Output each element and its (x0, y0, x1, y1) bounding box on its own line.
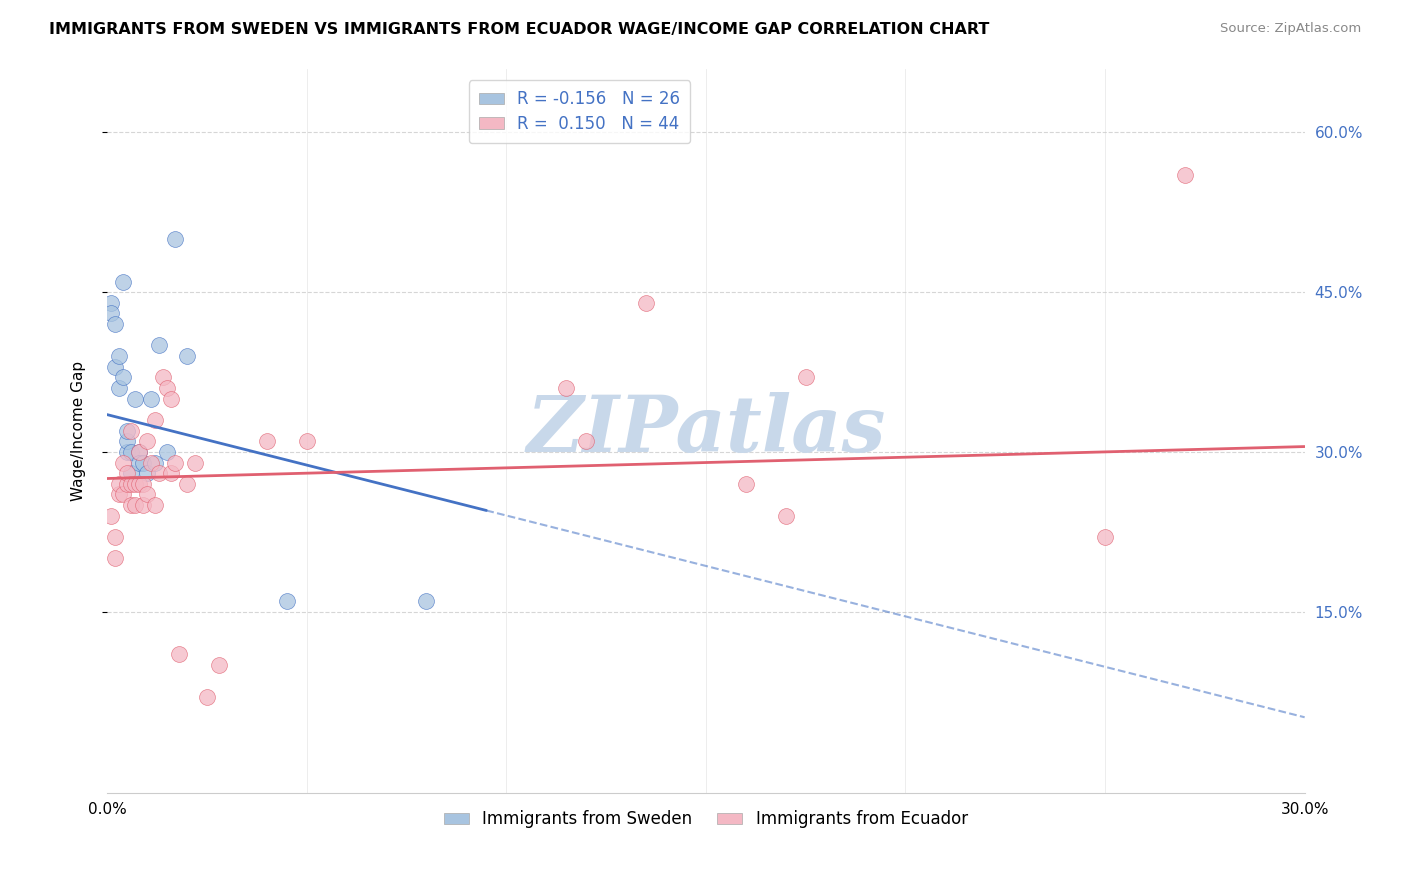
Point (108, 476, 131, 491)
Point (115, 424, 138, 438)
Point (139, 456, 162, 470)
Point (128, 445, 150, 459)
Point (256, 434, 278, 449)
Point (132, 456, 155, 470)
Point (176, 476, 198, 491)
Point (100, 295, 122, 310)
Point (124, 498, 146, 512)
Point (208, 657, 231, 672)
Point (143, 413, 166, 427)
Point (167, 647, 190, 661)
Point (115, 466, 138, 480)
Point (115, 476, 138, 491)
Point (120, 424, 142, 438)
Point (1174, 168, 1197, 182)
Point (128, 456, 150, 470)
Point (108, 381, 131, 395)
Point (104, 551, 127, 566)
Point (148, 466, 170, 480)
Point (176, 349, 198, 363)
Point (160, 392, 183, 406)
Point (120, 498, 142, 512)
Point (276, 594, 298, 608)
Point (124, 392, 146, 406)
Point (132, 476, 155, 491)
Y-axis label: Wage/Income Gap: Wage/Income Gap (72, 360, 86, 500)
Point (108, 349, 131, 363)
Point (128, 476, 150, 491)
Point (112, 275, 135, 289)
Point (136, 466, 159, 480)
Point (128, 445, 150, 459)
Point (120, 476, 142, 491)
Point (575, 434, 598, 449)
Point (775, 508, 797, 523)
Point (163, 456, 186, 470)
Text: ZIPatlas: ZIPatlas (526, 392, 886, 469)
Point (100, 306, 122, 320)
Point (108, 487, 131, 501)
Point (634, 295, 657, 310)
Point (112, 487, 135, 501)
Point (143, 456, 166, 470)
Point (295, 434, 318, 449)
Point (156, 381, 179, 395)
Point (148, 338, 170, 352)
Point (112, 370, 135, 384)
Point (156, 445, 179, 459)
Point (104, 359, 127, 374)
Point (143, 498, 166, 512)
Text: IMMIGRANTS FROM SWEDEN VS IMMIGRANTS FROM ECUADOR WAGE/INCOME GAP CORRELATION CH: IMMIGRANTS FROM SWEDEN VS IMMIGRANTS FRO… (49, 22, 990, 37)
Point (184, 456, 207, 470)
Point (115, 445, 138, 459)
Point (160, 466, 183, 480)
Point (734, 476, 756, 491)
Point (112, 456, 135, 470)
Point (139, 392, 162, 406)
Point (104, 317, 127, 331)
Point (415, 594, 437, 608)
Point (794, 370, 817, 384)
Point (152, 370, 174, 384)
Point (104, 530, 127, 544)
Point (555, 381, 578, 395)
Point (120, 445, 142, 459)
Point (132, 498, 155, 512)
Point (124, 476, 146, 491)
Point (115, 434, 138, 449)
Point (195, 690, 218, 704)
Text: Source: ZipAtlas.com: Source: ZipAtlas.com (1220, 22, 1361, 36)
Point (136, 434, 159, 449)
Point (120, 466, 142, 480)
Point (136, 487, 159, 501)
Point (1094, 530, 1116, 544)
Point (163, 232, 186, 246)
Legend: Immigrants from Sweden, Immigrants from Ecuador: Immigrants from Sweden, Immigrants from … (437, 804, 974, 835)
Point (100, 508, 122, 523)
